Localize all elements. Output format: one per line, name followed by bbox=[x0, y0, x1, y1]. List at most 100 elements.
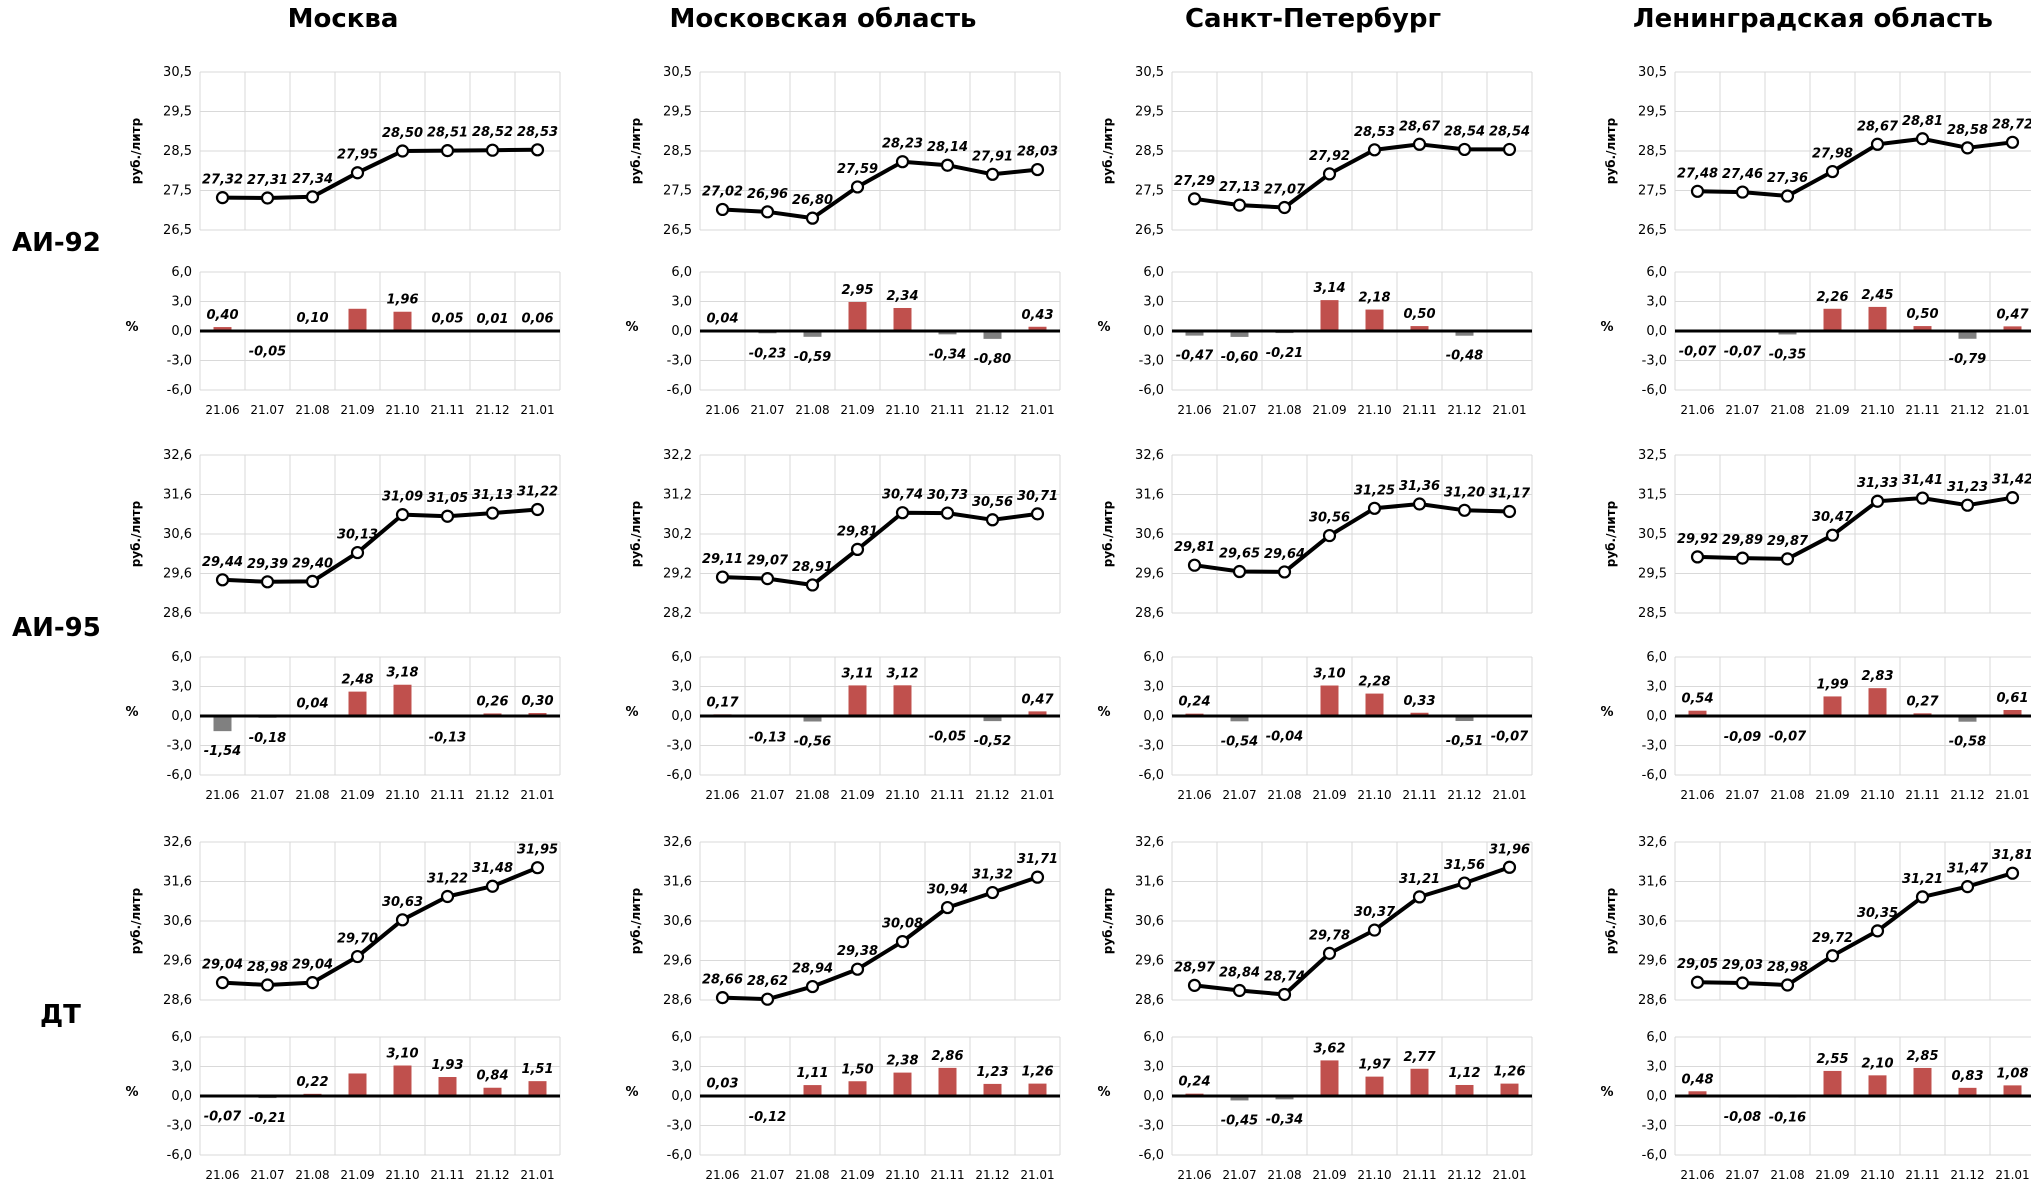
change-bar bbox=[2003, 1085, 2022, 1096]
change-data-label: -0,07 bbox=[1679, 345, 1717, 360]
price-data-label: 31,36 bbox=[1399, 479, 1440, 494]
y-tick-label: 26,5 bbox=[163, 223, 192, 238]
y-tick-label: 3,0 bbox=[671, 295, 692, 310]
y-axis-label: % bbox=[125, 705, 138, 720]
price-point bbox=[1735, 976, 1750, 990]
x-tick-label: 21.11 bbox=[430, 403, 464, 417]
price-data-label: 28,54 bbox=[1444, 124, 1485, 139]
price-data-label: 28,98 bbox=[1767, 960, 1808, 975]
price-data-label: 31,56 bbox=[1444, 858, 1485, 873]
x-tick-label: 21.01 bbox=[1020, 403, 1054, 417]
y-tick-label: 29,2 bbox=[663, 567, 692, 582]
change-data-label: 1,96 bbox=[386, 293, 418, 308]
change-bar bbox=[983, 716, 1002, 722]
x-tick-label: 21.10 bbox=[885, 403, 919, 417]
price-data-label: 31,48 bbox=[472, 861, 513, 876]
x-tick-label: 21.10 bbox=[885, 788, 919, 802]
price-point bbox=[530, 502, 545, 517]
price-data-label: 29,39 bbox=[247, 557, 288, 572]
change-bar bbox=[1230, 331, 1249, 337]
price-point bbox=[1457, 142, 1472, 157]
change-data-label: -0,51 bbox=[1446, 734, 1483, 749]
change-data-label: -0,07 bbox=[1724, 345, 1762, 360]
price-data-label: 31,95 bbox=[517, 843, 558, 858]
price-data-label: 29,72 bbox=[1812, 931, 1853, 946]
price-data-label: 31,13 bbox=[472, 488, 513, 503]
change-bar bbox=[893, 685, 912, 716]
region-title-moscow: Москва bbox=[287, 4, 399, 34]
y-tick-label: 28,6 bbox=[1135, 606, 1164, 621]
change-data-label: 0,50 bbox=[1906, 307, 1938, 322]
price-point bbox=[850, 542, 865, 557]
x-tick-label: 21.09 bbox=[1815, 403, 1849, 417]
x-tick-label: 21.12 bbox=[1447, 403, 1481, 417]
price-point bbox=[350, 166, 365, 180]
y-tick-label: 3,0 bbox=[1646, 680, 1667, 695]
x-tick-label: 21.07 bbox=[750, 403, 784, 417]
price-data-label: 26,96 bbox=[747, 187, 788, 202]
price-point bbox=[1457, 503, 1472, 517]
region-title-spb: Санкт-Петербург bbox=[1184, 4, 1442, 34]
change-bar bbox=[983, 1083, 1002, 1096]
x-tick-label: 21.11 bbox=[430, 1168, 464, 1182]
y-tick-label: 28,5 bbox=[663, 144, 692, 159]
x-tick-label: 21.07 bbox=[1222, 788, 1256, 802]
price-point bbox=[2005, 135, 2020, 149]
price-point bbox=[305, 190, 320, 204]
price-point bbox=[440, 889, 455, 904]
x-tick-label: 21.07 bbox=[250, 403, 284, 417]
x-tick-label: 21.08 bbox=[295, 1168, 329, 1182]
change-bar bbox=[1455, 331, 1474, 336]
price-point bbox=[985, 885, 1000, 900]
price-line-r2-f2 bbox=[1194, 865, 1511, 997]
change-bar bbox=[348, 1073, 367, 1096]
price-data-label: 30,47 bbox=[1812, 510, 1854, 525]
price-data-label: 31,81 bbox=[1992, 848, 2031, 863]
x-tick-label: 21.09 bbox=[340, 788, 374, 802]
x-tick-label: 21.08 bbox=[1770, 403, 1804, 417]
price-point bbox=[895, 934, 910, 949]
price-data-label: 30,56 bbox=[972, 495, 1013, 510]
price-data-label: 28,98 bbox=[247, 960, 288, 975]
change-bar bbox=[1230, 1096, 1249, 1101]
x-tick-label: 21.06 bbox=[1680, 1168, 1714, 1182]
x-tick-label: 21.11 bbox=[1402, 403, 1436, 417]
price-data-label: 29,81 bbox=[1174, 540, 1215, 555]
price-point bbox=[1960, 880, 1975, 894]
y-tick-label: 28,2 bbox=[663, 606, 692, 621]
price-line-r3-f1 bbox=[1697, 495, 2013, 561]
price-data-label: 30,08 bbox=[882, 917, 923, 932]
x-tick-label: 21.01 bbox=[1995, 403, 2029, 417]
change-bar bbox=[1868, 1075, 1887, 1096]
y-tick-label: 3,0 bbox=[171, 1060, 192, 1075]
price-data-label: 27,36 bbox=[1767, 171, 1808, 186]
x-tick-label: 21.08 bbox=[1267, 403, 1301, 417]
y-tick-label: 31,6 bbox=[1135, 875, 1164, 890]
y-tick-label: 28,5 bbox=[1135, 144, 1164, 159]
price-data-label: 31,71 bbox=[1017, 852, 1058, 867]
y-tick-label: 29,5 bbox=[1638, 105, 1667, 120]
price-data-label: 27,92 bbox=[1309, 149, 1350, 164]
change-data-label: 1,93 bbox=[431, 1058, 463, 1073]
change-bar bbox=[1913, 326, 1932, 331]
price-point bbox=[260, 191, 275, 205]
x-tick-label: 21.08 bbox=[1267, 1168, 1301, 1182]
price-point bbox=[1277, 565, 1292, 579]
x-tick-label: 21.12 bbox=[1950, 1168, 1984, 1182]
change-data-label: 1,11 bbox=[796, 1066, 828, 1081]
change-data-label: -0,45 bbox=[1221, 1113, 1258, 1128]
y-tick-label: 6,0 bbox=[1143, 650, 1164, 665]
price-line-r0-f0 bbox=[222, 147, 538, 200]
x-tick-label: 21.09 bbox=[1312, 1168, 1346, 1182]
price-point bbox=[1915, 132, 1930, 146]
x-tick-label: 21.08 bbox=[295, 403, 329, 417]
price-point bbox=[805, 979, 820, 994]
price-data-label: 28,03 bbox=[1017, 145, 1058, 160]
x-tick-label: 21.06 bbox=[205, 788, 239, 802]
change-data-label: -0,07 bbox=[1769, 730, 1807, 745]
price-data-label: 28,52 bbox=[472, 125, 513, 140]
price-data-label: 27,31 bbox=[247, 173, 288, 188]
y-tick-label: 3,0 bbox=[671, 1060, 692, 1075]
y-tick-label: 32,6 bbox=[1638, 835, 1667, 850]
x-tick-label: 21.09 bbox=[840, 1168, 874, 1182]
